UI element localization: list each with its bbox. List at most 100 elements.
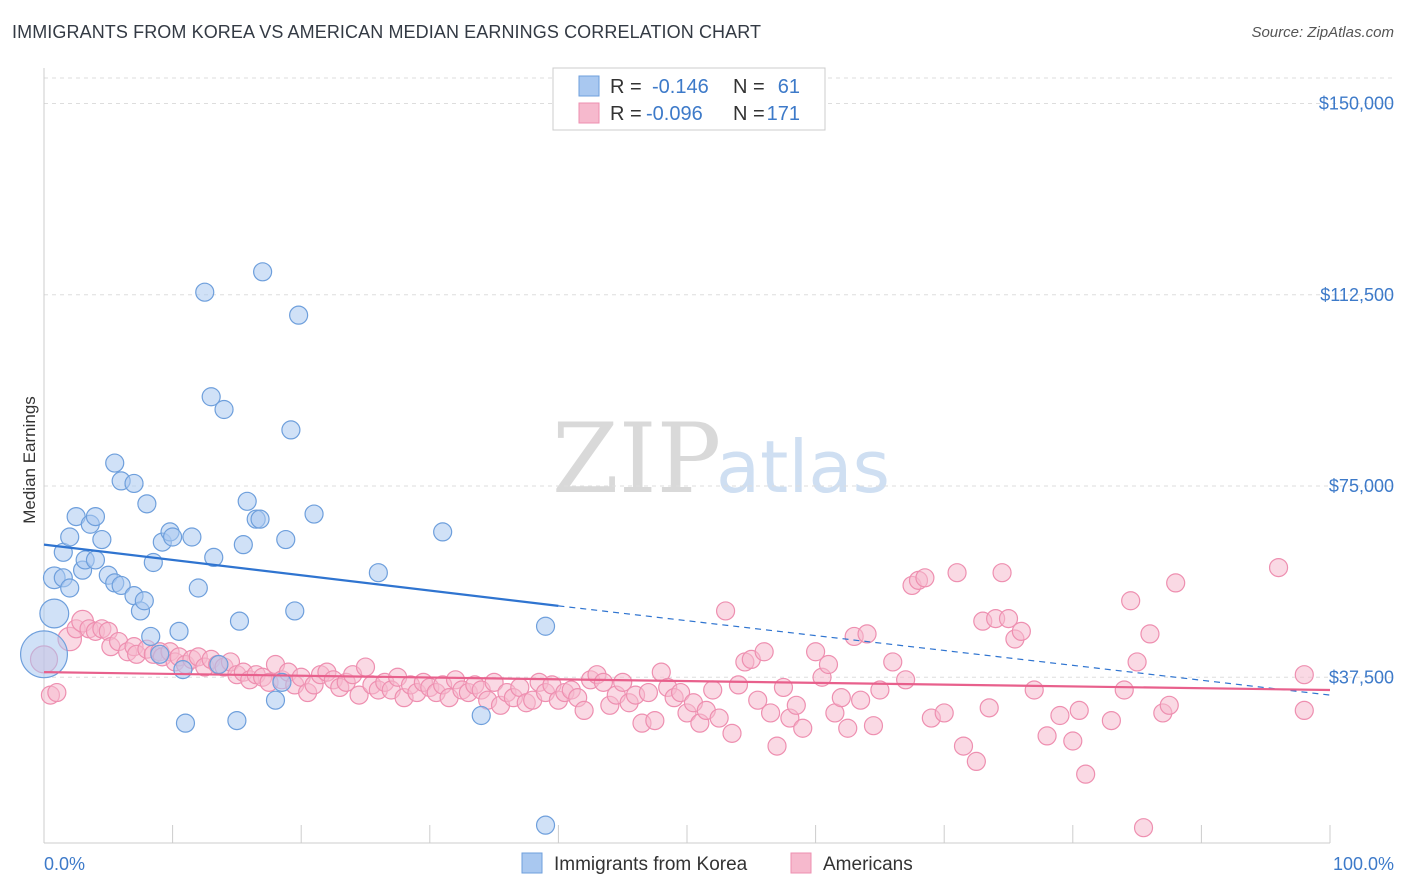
- series-legend-swatch-korea: [521, 852, 543, 874]
- korea-point: [141, 626, 161, 647]
- americans-point: [1011, 621, 1031, 641]
- korea-point: [250, 509, 270, 529]
- legend-n-label-korea: N =: [733, 76, 765, 98]
- americans-point: [831, 688, 851, 708]
- watermark-atlas: atlas: [716, 425, 890, 509]
- korea-point: [253, 262, 273, 282]
- americans-point: [818, 654, 839, 675]
- korea-point: [214, 399, 234, 420]
- y-axis-label: Median Earnings: [20, 396, 39, 524]
- legend-n-label-americans: N =: [733, 103, 765, 125]
- korea-point: [285, 601, 305, 621]
- legend-r-label-americans: R =: [610, 103, 642, 125]
- americans-point: [47, 682, 67, 703]
- americans-point: [934, 703, 954, 723]
- americans-point: [670, 682, 691, 703]
- korea-point: [237, 491, 257, 511]
- americans-point: [773, 677, 794, 698]
- korea-trend-extension: [558, 605, 1331, 696]
- americans-point: [1294, 665, 1314, 685]
- korea-point: [227, 710, 247, 731]
- americans-point: [613, 672, 633, 692]
- y-tick-label: $112,500: [1320, 285, 1394, 305]
- korea-point: [169, 621, 189, 641]
- americans-point: [915, 568, 935, 588]
- korea-point: [272, 672, 292, 692]
- korea-point: [85, 506, 106, 527]
- legend-swatch-korea: [578, 75, 600, 97]
- korea-point: [204, 547, 224, 568]
- americans-point: [857, 624, 877, 644]
- korea-point: [137, 494, 157, 514]
- americans-point: [947, 563, 967, 583]
- series-legend-swatch-americans: [790, 852, 812, 874]
- korea-point: [535, 616, 556, 636]
- americans-point: [722, 723, 742, 743]
- legend-r-value-americans: -0.096: [646, 103, 703, 125]
- legend-n-value-korea: 61: [778, 76, 800, 98]
- korea-points: [20, 262, 556, 835]
- korea-point: [265, 690, 286, 710]
- americans-point: [638, 682, 659, 703]
- chart-title: IMMIGRANTS FROM KOREA VS AMERICAN MEDIAN…: [12, 22, 762, 42]
- americans-point: [1127, 652, 1147, 672]
- y-tick-label: $37,500: [1329, 667, 1394, 687]
- korea-point: [60, 578, 80, 598]
- korea-point: [150, 644, 170, 664]
- americans-point: [1159, 695, 1179, 715]
- americans-point: [1076, 764, 1096, 784]
- y-tick-label: $150,000: [1319, 94, 1394, 114]
- korea-point: [188, 578, 208, 598]
- americans-point: [979, 698, 999, 718]
- korea-point: [229, 611, 250, 631]
- legend-r-label-korea: R =: [610, 76, 642, 98]
- korea-point: [20, 630, 68, 679]
- korea-point: [471, 705, 491, 726]
- americans-point: [838, 718, 858, 738]
- korea-point: [289, 305, 309, 325]
- korea-point: [535, 815, 556, 835]
- americans-point: [966, 751, 986, 772]
- source-credit: Source: ZipAtlas.com: [1251, 24, 1394, 41]
- americans-point: [645, 710, 665, 731]
- americans-point: [992, 563, 1012, 583]
- korea-point: [134, 591, 154, 611]
- americans-point: [896, 670, 916, 690]
- korea-point: [304, 504, 324, 524]
- korea-point: [124, 473, 144, 494]
- korea-point: [60, 527, 80, 547]
- americans-point: [1050, 705, 1070, 726]
- y-tick-label: $75,000: [1329, 476, 1394, 496]
- americans-point: [998, 608, 1019, 629]
- americans-point: [1166, 573, 1186, 593]
- legend-n-value-americans: 171: [767, 103, 800, 125]
- korea-point: [209, 654, 229, 675]
- americans-point: [953, 736, 974, 756]
- korea-point: [173, 659, 193, 680]
- americans-point: [863, 716, 884, 736]
- americans-point: [870, 680, 890, 700]
- korea-point: [201, 387, 221, 407]
- americans-point: [1133, 818, 1154, 838]
- americans-point: [851, 690, 871, 710]
- korea-point: [433, 522, 453, 542]
- axes: [43, 68, 1331, 844]
- americans-point: [1024, 680, 1044, 700]
- korea-point: [233, 535, 253, 555]
- stats-legend: R = -0.146 N = 61 R = -0.096 N = 171: [552, 67, 826, 131]
- korea-point: [85, 550, 106, 570]
- americans-point: [703, 680, 723, 700]
- series-legend: Immigrants from Korea Americans: [521, 852, 913, 875]
- trend-lines: [43, 543, 1331, 696]
- americans-point: [1101, 710, 1121, 731]
- x-tick-min: 0.0%: [44, 854, 85, 874]
- americans-point: [709, 708, 729, 728]
- americans-point: [593, 672, 614, 692]
- americans-point: [760, 703, 781, 723]
- americans-point: [574, 700, 594, 721]
- americans-point: [793, 718, 813, 738]
- grid-lines: [44, 77, 1394, 678]
- americans-point: [1140, 624, 1160, 644]
- americans-point: [1037, 726, 1057, 746]
